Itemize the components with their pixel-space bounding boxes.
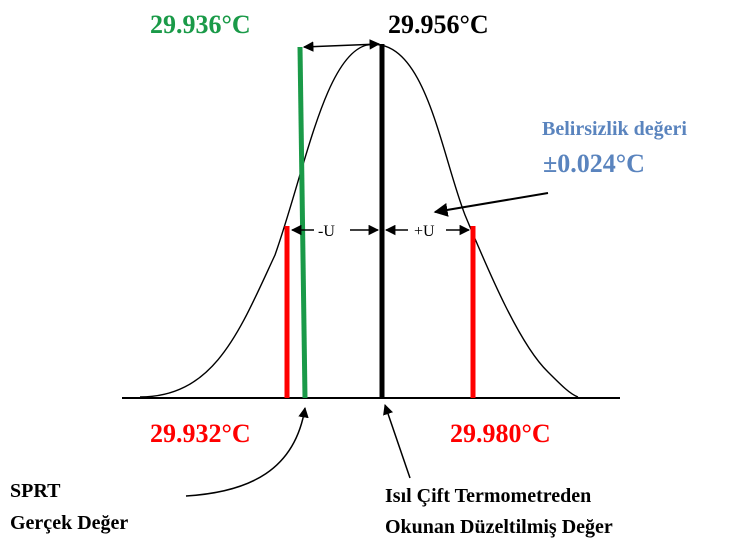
- thermo-label-line2: Okunan Düzeltilmiş Değer: [385, 516, 613, 538]
- lower-bound-label: 29.932°C: [150, 419, 251, 448]
- upper-bound-label: 29.980°C: [450, 419, 551, 448]
- sprt-label-line1: SPRT: [10, 480, 61, 502]
- difference-arrow: [302, 39, 381, 52]
- sprt-pointer-arrow: [185, 406, 309, 497]
- thermo-label-line1: Isıl Çift Termometreden: [385, 485, 591, 507]
- distribution-curve: [139, 43, 579, 398]
- black-value-label: 29.956°C: [388, 10, 489, 39]
- green-value-label: 29.936°C: [150, 10, 251, 39]
- plus-u-label: +U: [414, 223, 435, 240]
- sprt-label-line2: Gerçek Değer: [10, 512, 128, 534]
- uncertainty-value: ±0.024°C: [543, 149, 645, 178]
- uncertainty-title: Belirsizlik değeri: [542, 118, 687, 140]
- uncertainty-pointer-arrow: [433, 192, 549, 217]
- minus-u-label: -U: [318, 223, 335, 240]
- sprt-true-value-line: [297, 46, 308, 399]
- thermo-pointer-arrow: [383, 404, 411, 479]
